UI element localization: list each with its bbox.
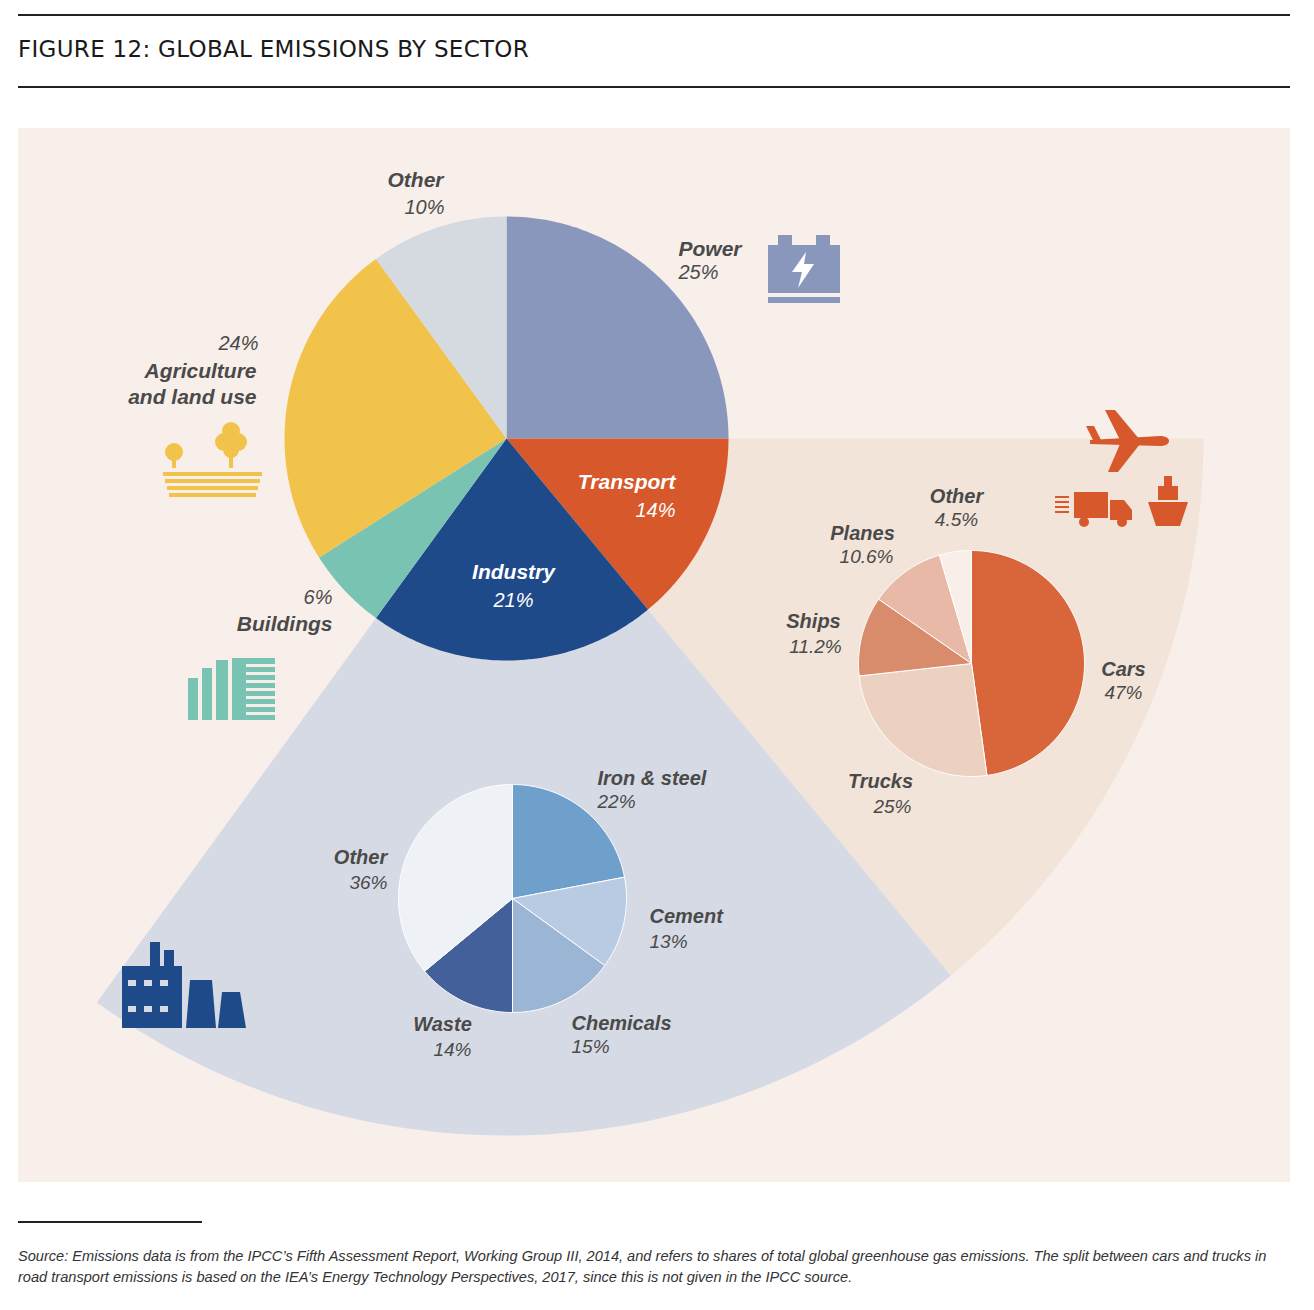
svg-text:4.5%: 4.5% [935,509,978,530]
svg-text:24%: 24% [217,332,258,354]
svg-text:Buildings: Buildings [237,612,333,635]
svg-text:Other: Other [930,485,985,507]
svg-text:Agricultureand land use: Agricultureand land use [128,359,257,408]
svg-text:10%: 10% [404,196,444,218]
svg-text:Transport: Transport [578,470,677,493]
svg-text:Other: Other [334,846,389,868]
svg-text:Other: Other [387,168,445,191]
svg-text:Waste: Waste [413,1013,472,1035]
svg-text:21%: 21% [492,589,533,611]
svg-text:Planes: Planes [830,522,894,544]
svg-text:Trucks: Trucks [848,770,913,792]
svg-text:14%: 14% [635,499,675,521]
html-text:Source: Emissions data is from: Source: Emissions data is from the IPCC’… [18,1248,1267,1285]
svg-text:Cars: Cars [1101,658,1145,680]
svg-text:22%: 22% [597,791,636,812]
svg-text:25%: 25% [872,796,911,817]
svg-text:Ships: Ships [786,610,840,632]
svg-text:Power: Power [679,237,744,260]
svg-text:13%: 13% [650,931,688,952]
svg-text:11.2%: 11.2% [789,636,842,657]
svg-text:6%: 6% [304,586,333,608]
svg-text:36%: 36% [349,872,387,893]
svg-text:47%: 47% [1104,682,1142,703]
svg-text:Chemicals: Chemicals [572,1012,672,1034]
svg-text:15%: 15% [572,1036,610,1057]
svg-text:Iron & steel: Iron & steel [598,767,707,789]
html-text:FIGURE 12: GLOBAL EMISSIONS BY: FIGURE 12: GLOBAL EMISSIONS BY SECTOR [18,36,529,62]
svg-text:25%: 25% [678,261,719,283]
svg-text:Industry: Industry [472,560,556,583]
svg-text:10.6%: 10.6% [840,546,894,567]
svg-text:Cement: Cement [650,905,725,927]
svg-text:14%: 14% [433,1039,471,1060]
